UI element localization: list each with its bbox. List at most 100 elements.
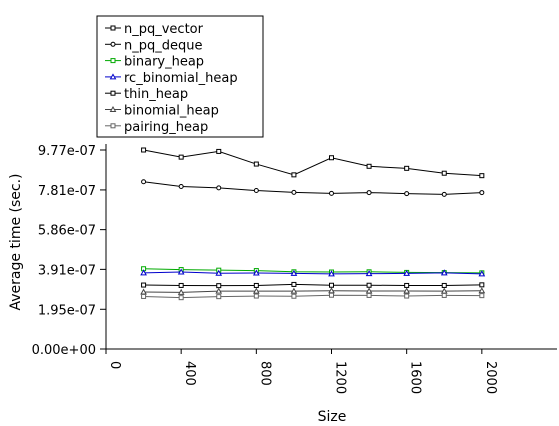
series-layer bbox=[140, 147, 486, 301]
data-point bbox=[253, 282, 259, 288]
legend-marker bbox=[110, 90, 116, 96]
x-tick-label: 1600 bbox=[408, 361, 423, 394]
data-point bbox=[366, 292, 372, 298]
legend-item: n_pq_vector bbox=[105, 22, 204, 37]
data-point bbox=[478, 270, 486, 277]
data-point bbox=[178, 295, 184, 301]
y-axis-label: Average time (sec.) bbox=[8, 174, 24, 311]
y-tick-label: 5.86e-07 bbox=[38, 224, 96, 239]
y-tick-label: 7.81e-07 bbox=[38, 184, 96, 199]
data-point bbox=[141, 179, 147, 185]
data-point bbox=[441, 282, 447, 288]
data-point bbox=[216, 148, 222, 154]
data-point bbox=[291, 189, 297, 195]
data-point bbox=[404, 191, 410, 197]
legend-marker bbox=[110, 58, 116, 64]
data-point bbox=[177, 288, 185, 295]
data-point bbox=[140, 269, 147, 276]
data-point bbox=[252, 287, 260, 294]
series-thin-heap bbox=[141, 281, 485, 289]
series-line bbox=[143, 271, 482, 275]
data-point bbox=[290, 287, 298, 294]
data-point bbox=[441, 170, 447, 176]
legend-marker bbox=[109, 105, 117, 112]
data-point bbox=[178, 183, 184, 189]
legend-label: thin_heap bbox=[124, 87, 188, 102]
legend-item: binomial_heap bbox=[105, 104, 219, 119]
x-tick-label: 0 bbox=[107, 361, 122, 369]
data-point bbox=[479, 190, 485, 196]
data-point bbox=[441, 191, 447, 197]
legend-item: binary_heap bbox=[105, 55, 204, 70]
series-line bbox=[143, 283, 482, 287]
x-tick-label: 400 bbox=[182, 361, 197, 386]
data-point bbox=[291, 293, 297, 299]
series-binomial-heap bbox=[140, 287, 486, 295]
series-rc-binomial-heap bbox=[140, 268, 486, 277]
data-point bbox=[253, 293, 259, 299]
legend-item: rc_binomial_heap bbox=[105, 71, 238, 86]
series-line bbox=[143, 294, 482, 299]
data-point bbox=[404, 293, 410, 299]
data-point bbox=[404, 165, 410, 171]
y-tick-label: 9.77e-07 bbox=[38, 144, 96, 159]
series-pairing-heap bbox=[141, 292, 485, 301]
data-point bbox=[404, 282, 410, 288]
series-line bbox=[143, 268, 482, 274]
data-point bbox=[329, 282, 334, 288]
data-point bbox=[441, 292, 447, 298]
x-tick-label: 1200 bbox=[333, 361, 348, 394]
data-point bbox=[440, 287, 448, 294]
legend-box bbox=[96, 15, 264, 138]
data-point bbox=[329, 155, 334, 161]
legend-label: n_pq_vector bbox=[124, 22, 204, 37]
data-point bbox=[253, 161, 259, 167]
legend-label: binomial_heap bbox=[124, 104, 219, 119]
data-point bbox=[291, 281, 297, 287]
legend-item: pairing_heap bbox=[105, 120, 208, 135]
y-tick-label: 3.91e-07 bbox=[38, 263, 96, 278]
data-point bbox=[215, 269, 223, 276]
x-tick-label: 2000 bbox=[483, 361, 498, 394]
series-line bbox=[143, 149, 482, 177]
data-point bbox=[141, 147, 147, 153]
series-line bbox=[143, 181, 482, 195]
data-point bbox=[403, 287, 411, 294]
data-point bbox=[365, 287, 373, 294]
data-point bbox=[177, 268, 185, 275]
data-point bbox=[479, 282, 485, 288]
data-point bbox=[291, 172, 297, 178]
data-point bbox=[141, 282, 147, 288]
legend-marker bbox=[110, 123, 116, 129]
legend-label: rc_binomial_heap bbox=[124, 71, 238, 86]
data-point bbox=[253, 188, 259, 194]
data-point bbox=[328, 270, 335, 277]
data-point bbox=[216, 294, 222, 300]
data-point bbox=[328, 287, 335, 294]
data-point bbox=[178, 282, 184, 288]
data-point bbox=[290, 269, 298, 276]
data-point bbox=[366, 163, 372, 169]
data-point bbox=[479, 293, 485, 299]
data-point bbox=[479, 173, 485, 179]
series-line bbox=[143, 290, 482, 293]
axes: 0.00e+00 1.95e-07 3.91e-07 5.86e-07 7.81e-07… bbox=[32, 144, 557, 394]
legend-marker bbox=[110, 25, 116, 31]
data-point bbox=[403, 269, 411, 276]
data-point bbox=[365, 270, 373, 277]
x-axis-label: Size bbox=[318, 409, 347, 425]
data-point bbox=[366, 190, 372, 196]
legend-label: pairing_heap bbox=[124, 120, 208, 135]
y-tick-label: 1.95e-07 bbox=[38, 303, 96, 318]
y-tick-label: 0.00e+00 bbox=[32, 343, 96, 358]
data-point bbox=[440, 269, 448, 276]
data-point bbox=[366, 282, 372, 288]
series-n-pq-vector bbox=[141, 147, 485, 179]
data-point bbox=[216, 185, 222, 191]
data-point bbox=[178, 154, 184, 160]
x-tick-label: 800 bbox=[257, 361, 272, 386]
legend-label: n_pq_deque bbox=[124, 38, 202, 53]
legend-label: binary_heap bbox=[124, 55, 204, 70]
